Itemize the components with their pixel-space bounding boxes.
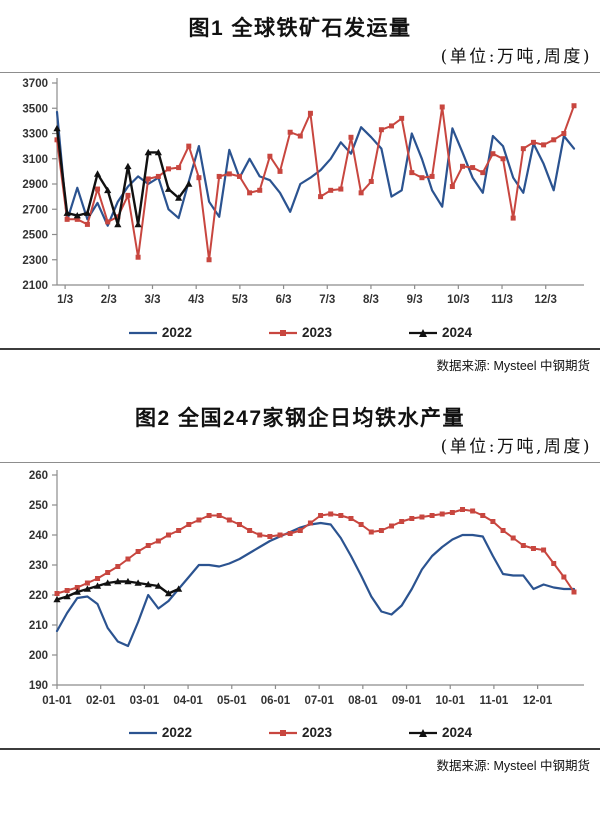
legend-item-2023: 2023 xyxy=(268,725,332,740)
svg-text:2100: 2100 xyxy=(22,280,48,292)
legend-line-marker-2024 xyxy=(409,328,438,337)
figure1-header-rule: (单位:万吨,周度) xyxy=(0,44,600,73)
svg-text:12/3: 12/3 xyxy=(535,294,557,306)
legend-label-2023: 2023 xyxy=(301,725,333,740)
svg-text:7/3: 7/3 xyxy=(319,294,335,306)
legend-line-marker-2022 xyxy=(128,331,157,334)
svg-text:07-01: 07-01 xyxy=(304,695,334,707)
legend-line-marker-2023 xyxy=(268,329,297,336)
svg-text:06-01: 06-01 xyxy=(261,695,291,707)
svg-text:260: 260 xyxy=(29,470,48,482)
legend-item-2023: 2023 xyxy=(268,325,332,340)
svg-text:6/3: 6/3 xyxy=(276,294,292,306)
svg-text:11-01: 11-01 xyxy=(480,695,509,707)
svg-text:09-01: 09-01 xyxy=(392,695,422,707)
figure2-chart: 190 200 210 220 230 240 250 260 01-01 02-01 03-01 0… xyxy=(29,470,584,707)
legend-item-2024: 2024 xyxy=(408,325,472,340)
figure1-title: 图1 全球铁矿石发运量 xyxy=(188,17,412,40)
figure2-header-rule: (单位:万吨,周度) xyxy=(0,434,600,463)
svg-text:04-01: 04-01 xyxy=(173,695,203,707)
figure2-source-row: 数据来源: Mysteel 中钢期货 xyxy=(0,748,600,774)
figure1-chart: 2100 2300 2500 2700 2900 3100 3300 3500 3700 1/3 2… xyxy=(22,78,584,306)
svg-text:2/3: 2/3 xyxy=(101,294,117,306)
figure1-source-row: 数据来源: Mysteel 中钢期货 xyxy=(0,348,600,374)
figure1-source: 数据来源: Mysteel 中钢期货 xyxy=(436,359,591,373)
svg-text:1/3: 1/3 xyxy=(57,294,73,306)
figure1-subtitle: (单位:万吨,周度) xyxy=(440,47,592,67)
svg-text:3300: 3300 xyxy=(22,129,48,141)
svg-text:3500: 3500 xyxy=(22,103,48,115)
svg-text:11/3: 11/3 xyxy=(491,294,513,306)
svg-text:200: 200 xyxy=(29,650,48,662)
figure2-source: 数据来源: Mysteel 中钢期货 xyxy=(436,759,591,773)
legend-line-marker-2023 xyxy=(268,729,297,736)
svg-text:3100: 3100 xyxy=(22,154,48,166)
svg-text:230: 230 xyxy=(29,560,48,572)
svg-text:2900: 2900 xyxy=(22,179,48,191)
svg-text:250: 250 xyxy=(29,500,48,512)
legend-line-marker-2024 xyxy=(409,728,438,737)
legend-label-2024: 2024 xyxy=(442,725,473,740)
svg-text:3/3: 3/3 xyxy=(144,294,160,306)
svg-text:12-01: 12-01 xyxy=(523,695,553,707)
svg-text:2500: 2500 xyxy=(22,230,48,242)
legend-label-2023: 2023 xyxy=(301,325,333,340)
legend-label-2024: 2024 xyxy=(442,325,473,340)
svg-text:05-01: 05-01 xyxy=(217,695,247,707)
svg-text:10/3: 10/3 xyxy=(447,294,469,306)
legend-item-2022: 2022 xyxy=(128,725,192,740)
legend-line-marker-2022 xyxy=(128,731,157,734)
svg-text:08-01: 08-01 xyxy=(348,695,378,707)
svg-text:210: 210 xyxy=(29,620,48,632)
legend-label-2022: 2022 xyxy=(161,325,192,340)
figure2-title: 图2 全国247家钢企日均铁水产量 xyxy=(134,407,466,430)
legend-item-2022: 2022 xyxy=(128,325,192,340)
svg-text:02-01: 02-01 xyxy=(86,695,116,707)
figure-1: 图1 全球铁矿石发运量 (单位:万吨,周度) 2100 2300 2500 2700 2… xyxy=(0,12,600,374)
svg-text:8/3: 8/3 xyxy=(363,294,379,306)
svg-text:10-01: 10-01 xyxy=(436,695,466,707)
svg-text:03-01: 03-01 xyxy=(130,695,160,707)
figure2-subtitle: (单位:万吨,周度) xyxy=(440,437,592,457)
svg-text:4/3: 4/3 xyxy=(188,294,204,306)
svg-text:3700: 3700 xyxy=(22,78,48,90)
figure1-legend: 2022 2023 2024 xyxy=(0,325,600,340)
report-page: 图1 全球铁矿石发运量 (单位:万吨,周度) 2100 2300 2500 2700 2… xyxy=(0,12,600,774)
svg-text:9/3: 9/3 xyxy=(407,294,423,306)
figure-2: 图2 全国247家钢企日均铁水产量 (单位:万吨,周度) 190 200 210 22… xyxy=(0,402,600,774)
figure2-legend: 2022 2023 2024 xyxy=(0,725,600,740)
svg-text:5/3: 5/3 xyxy=(232,294,248,306)
svg-text:2700: 2700 xyxy=(22,204,48,216)
svg-text:190: 190 xyxy=(29,680,48,692)
svg-text:240: 240 xyxy=(29,530,48,542)
svg-text:2300: 2300 xyxy=(22,255,48,267)
svg-text:01-01: 01-01 xyxy=(42,695,72,707)
legend-label-2022: 2022 xyxy=(161,725,192,740)
svg-text:220: 220 xyxy=(29,590,48,602)
legend-item-2024: 2024 xyxy=(408,725,472,740)
